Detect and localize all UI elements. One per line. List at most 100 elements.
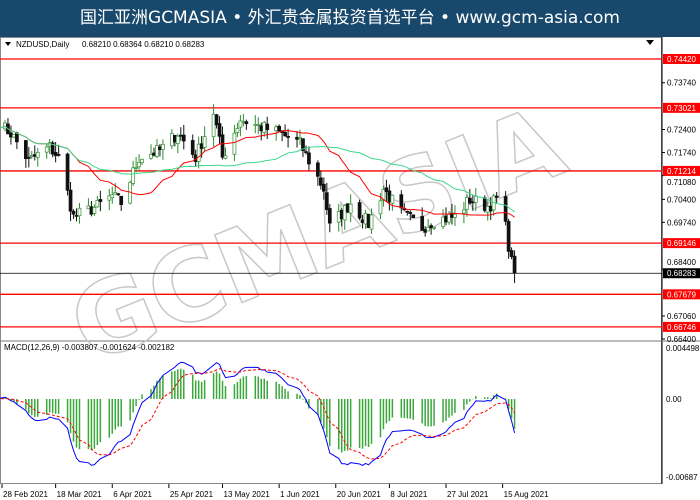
candle-body — [15, 132, 19, 143]
symbol-label: NZDUSD,Daily — [16, 40, 69, 49]
y-tick-label: 0.71740 — [667, 149, 696, 158]
candle-body — [286, 136, 290, 138]
x-tick-label: 28 Feb 2021 — [3, 490, 48, 499]
candle-body — [301, 138, 305, 151]
candle-body — [29, 155, 34, 157]
candle-body — [107, 195, 112, 201]
candle-body — [321, 183, 326, 192]
candle-body — [342, 205, 347, 221]
candle-body — [462, 209, 466, 214]
candle-body — [390, 194, 395, 204]
candle-body — [360, 219, 365, 224]
y-tick-label: 0.73740 — [667, 79, 696, 88]
candle-body — [113, 192, 118, 195]
level-price-tag — [663, 238, 700, 249]
price-chart[interactable]: GCMASIA 0.737400.724000.717400.710800.70… — [0, 37, 700, 500]
x-tick-label: 18 Mar 2021 — [57, 490, 102, 499]
candle-body — [232, 132, 237, 155]
y-tick-label: 0.70400 — [667, 195, 696, 204]
candle-body — [155, 145, 159, 157]
candle-body — [178, 134, 183, 137]
level-price-label: 0.67679 — [667, 290, 696, 299]
candle-body — [152, 152, 156, 156]
candle-body — [214, 114, 219, 126]
x-tick-label: 25 Apr 2021 — [170, 490, 214, 499]
candle-body — [12, 134, 16, 138]
candle-body — [441, 216, 445, 227]
y-tick-label: 0.69740 — [667, 218, 696, 227]
macd-tick-label: 0.00 — [666, 395, 682, 404]
macd-line — [0, 361, 516, 467]
level-price-tag — [663, 165, 700, 176]
candle-body — [366, 213, 371, 229]
candle-body — [241, 120, 246, 123]
x-tick-label: 27 Jul 2021 — [447, 490, 489, 499]
level-price-tag — [663, 321, 700, 332]
candle-body — [50, 142, 55, 155]
candle-body — [420, 216, 425, 231]
candle-body — [256, 124, 261, 126]
level-price-label: 0.69146 — [667, 239, 696, 248]
candle-body — [298, 136, 302, 139]
candle-body — [172, 134, 177, 143]
candle-body — [468, 197, 472, 204]
candle-body — [411, 214, 416, 218]
candle-body — [95, 200, 100, 208]
candle-body — [190, 140, 195, 155]
candle-body — [348, 203, 353, 214]
macd-signal-line — [0, 368, 515, 460]
candle-body — [503, 196, 508, 222]
candle-body — [283, 131, 287, 137]
level-price-tag — [663, 54, 700, 64]
level-price-tag — [663, 289, 700, 300]
candle-body — [405, 211, 410, 213]
candle-body — [134, 167, 138, 169]
candle-body — [408, 212, 413, 214]
candle-body — [35, 152, 40, 158]
candle-body — [378, 200, 383, 215]
candle-body — [447, 214, 451, 223]
candle-body — [482, 197, 487, 211]
candle-body — [399, 194, 404, 209]
candle-body — [181, 134, 186, 142]
candle-body — [444, 215, 448, 223]
candle-body — [470, 201, 475, 204]
candle-body — [9, 132, 13, 138]
candle-body — [274, 126, 279, 132]
candle-body — [137, 161, 141, 168]
candle-body — [223, 155, 228, 159]
candle-body — [196, 143, 201, 162]
candle-body — [68, 189, 73, 212]
x-tick-label: 6 Apr 2021 — [113, 490, 152, 499]
collapse-triangle-icon[interactable] — [5, 42, 11, 46]
candle-body — [71, 210, 76, 215]
candle-body — [26, 157, 31, 159]
candle-body — [307, 152, 311, 165]
candle-body — [327, 208, 332, 224]
level-price-label: 0.73021 — [667, 104, 696, 113]
candle-body — [211, 113, 216, 138]
candle-body — [89, 206, 94, 215]
candle-body — [265, 123, 270, 130]
candle-body — [506, 221, 511, 252]
candle-body — [509, 250, 514, 257]
candle-body — [357, 202, 362, 219]
x-tick-label: 15 Aug 2021 — [504, 490, 549, 499]
ma-slow-line — [0, 125, 515, 213]
x-tick-label: 1 Jun 2021 — [280, 490, 320, 499]
candle-body — [259, 125, 264, 132]
ohlc-label: 0.68210 0.68364 0.68210 0.68283 — [82, 40, 205, 49]
candle-body — [86, 205, 91, 210]
candle-body — [277, 125, 281, 132]
candle-body — [262, 121, 267, 133]
candle-body — [324, 192, 329, 210]
candle-body — [98, 199, 103, 202]
candle-body — [158, 146, 162, 151]
shift-marker-icon[interactable] — [646, 40, 654, 45]
x-tick-label: 8 Jul 2021 — [390, 490, 427, 499]
y-tick-label: 0.72400 — [667, 126, 696, 135]
candle-body — [369, 214, 374, 230]
candle-body — [23, 140, 28, 160]
current-price-label: 0.68283 — [667, 269, 696, 278]
level-price-label: 0.74420 — [667, 55, 696, 64]
